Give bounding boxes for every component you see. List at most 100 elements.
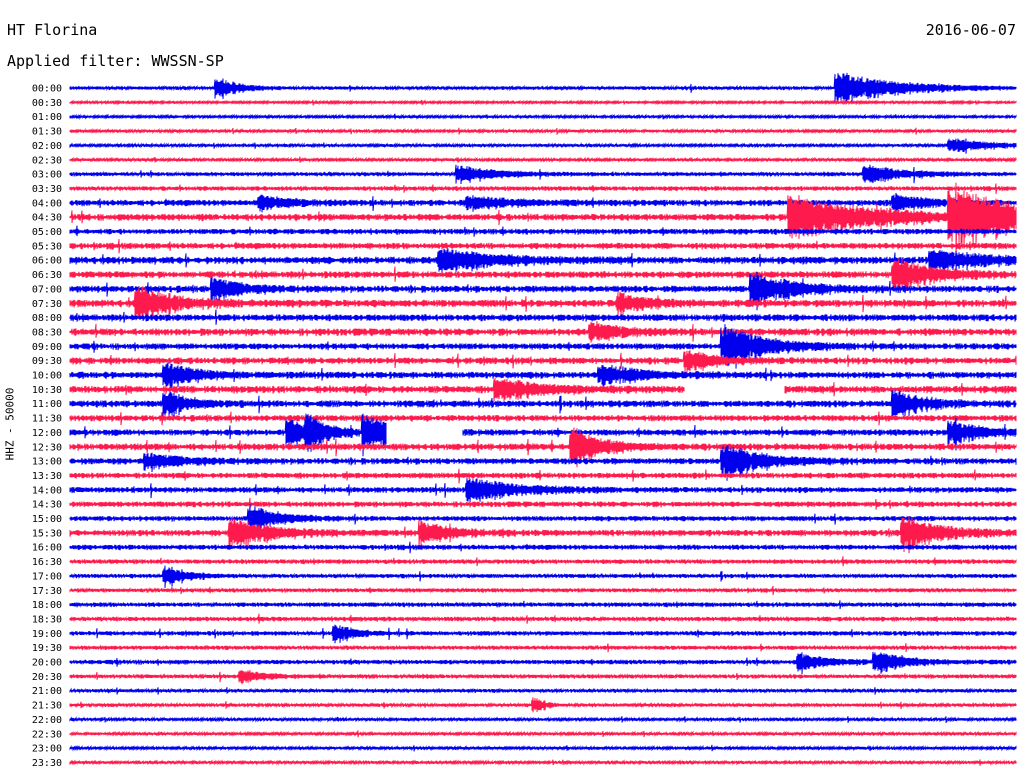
seismic-trace bbox=[69, 309, 1017, 325]
seismic-trace bbox=[69, 390, 1017, 417]
time-label: 11:30 bbox=[32, 414, 62, 425]
time-label: 07:30 bbox=[32, 299, 62, 310]
seismic-trace bbox=[69, 716, 1017, 724]
time-label: 03:00 bbox=[32, 170, 62, 181]
seismic-trace bbox=[69, 556, 1017, 567]
time-label: 07:00 bbox=[32, 284, 62, 295]
seismic-trace bbox=[69, 362, 1017, 389]
seismic-trace bbox=[69, 651, 1017, 675]
time-label: 04:00 bbox=[32, 198, 62, 209]
time-label: 20:30 bbox=[32, 672, 62, 683]
seismic-trace bbox=[69, 127, 1017, 135]
seismic-trace bbox=[69, 377, 1017, 402]
time-label: 05:30 bbox=[32, 241, 62, 252]
seismic-trace bbox=[69, 248, 1017, 273]
time-label: 23:00 bbox=[32, 744, 62, 755]
time-label: 14:00 bbox=[32, 485, 62, 496]
time-label: 10:30 bbox=[32, 385, 62, 396]
time-label: 17:30 bbox=[32, 586, 62, 597]
seismic-trace bbox=[69, 164, 1017, 185]
seismic-trace bbox=[69, 239, 1017, 254]
seismic-trace bbox=[69, 643, 1017, 653]
seismic-trace bbox=[69, 192, 1017, 215]
time-label: 16:00 bbox=[32, 543, 62, 554]
filter-label: Applied filter: WWSSN-SP bbox=[7, 52, 224, 70]
time-label: 15:00 bbox=[32, 514, 62, 525]
seismic-trace bbox=[69, 99, 1017, 106]
time-label: 20:00 bbox=[32, 658, 62, 669]
time-label: 06:30 bbox=[32, 270, 62, 281]
time-label: 22:00 bbox=[32, 715, 62, 726]
seismic-trace bbox=[69, 497, 1017, 510]
time-label: 02:30 bbox=[32, 155, 62, 166]
time-label: 09:00 bbox=[32, 342, 62, 353]
time-label: 23:30 bbox=[32, 758, 62, 769]
seismic-trace bbox=[69, 541, 1017, 554]
time-label: 00:30 bbox=[32, 98, 62, 109]
time-label: 03:30 bbox=[32, 184, 62, 195]
seismic-trace bbox=[69, 744, 1017, 752]
seismic-trace bbox=[69, 138, 1017, 154]
time-label: 11:00 bbox=[32, 399, 62, 410]
seismic-trace bbox=[69, 113, 1017, 121]
seismic-trace bbox=[69, 321, 1017, 343]
seismic-trace bbox=[69, 413, 1017, 457]
time-label: 06:00 bbox=[32, 256, 62, 267]
time-label: 18:00 bbox=[32, 600, 62, 611]
time-label: 09:30 bbox=[32, 356, 62, 367]
seismic-trace bbox=[69, 324, 1017, 369]
time-label: 13:30 bbox=[32, 471, 62, 482]
seismic-trace bbox=[69, 72, 1017, 103]
seismic-trace bbox=[69, 516, 1017, 554]
time-label: 02:00 bbox=[32, 141, 62, 152]
time-label: 08:00 bbox=[32, 313, 62, 324]
station-title: HT Florina bbox=[7, 21, 98, 39]
seismic-trace bbox=[69, 613, 1017, 624]
time-label: 04:30 bbox=[32, 213, 62, 224]
seismic-trace bbox=[69, 427, 1017, 468]
seismic-trace bbox=[69, 687, 1017, 695]
time-label: 21:30 bbox=[32, 701, 62, 712]
seismic-trace bbox=[69, 697, 1017, 713]
seismic-trace bbox=[69, 585, 1017, 596]
seismic-trace bbox=[69, 759, 1017, 766]
time-label: 12:30 bbox=[32, 442, 62, 453]
seismic-trace bbox=[69, 156, 1017, 164]
seismic-trace bbox=[69, 182, 1017, 262]
seismic-trace bbox=[69, 478, 1017, 504]
seismic-trace bbox=[69, 183, 1017, 194]
seismic-trace bbox=[69, 257, 1017, 291]
time-label: 13:00 bbox=[32, 457, 62, 468]
seismic-trace bbox=[69, 730, 1017, 738]
time-label: 08:30 bbox=[32, 327, 62, 338]
time-label: 05:00 bbox=[32, 227, 62, 238]
trace-layer bbox=[69, 72, 1017, 766]
seismic-trace bbox=[69, 468, 1017, 484]
seismic-trace bbox=[69, 225, 1017, 237]
time-label-layer: 00:00 00:30 01:00 01:30 02:00 02:30 03:00 03:30… bbox=[32, 84, 62, 769]
time-label: 14:30 bbox=[32, 500, 62, 511]
seismic-trace bbox=[69, 565, 1017, 588]
time-label: 01:30 bbox=[32, 127, 62, 138]
time-label: 22:30 bbox=[32, 729, 62, 740]
seismic-trace bbox=[69, 445, 1017, 481]
time-label: 10:00 bbox=[32, 371, 62, 382]
time-label: 01:00 bbox=[32, 112, 62, 123]
seismic-trace bbox=[69, 350, 1017, 373]
seismic-trace bbox=[69, 271, 1017, 311]
seismic-trace bbox=[69, 503, 1017, 535]
time-label: 16:30 bbox=[32, 557, 62, 568]
time-label: 21:00 bbox=[32, 686, 62, 697]
time-label: 15:30 bbox=[32, 528, 62, 539]
time-label: 12:00 bbox=[32, 428, 62, 439]
seismic-trace bbox=[69, 411, 1017, 426]
date-label: 2016-06-07 bbox=[925, 21, 1016, 39]
time-label: 00:00 bbox=[32, 84, 62, 95]
time-label: 19:00 bbox=[32, 629, 62, 640]
seismic-trace bbox=[69, 600, 1017, 610]
time-label: 18:30 bbox=[32, 614, 62, 625]
time-label: 19:30 bbox=[32, 643, 62, 654]
seismic-trace bbox=[69, 624, 1017, 644]
time-label: 17:00 bbox=[32, 571, 62, 582]
